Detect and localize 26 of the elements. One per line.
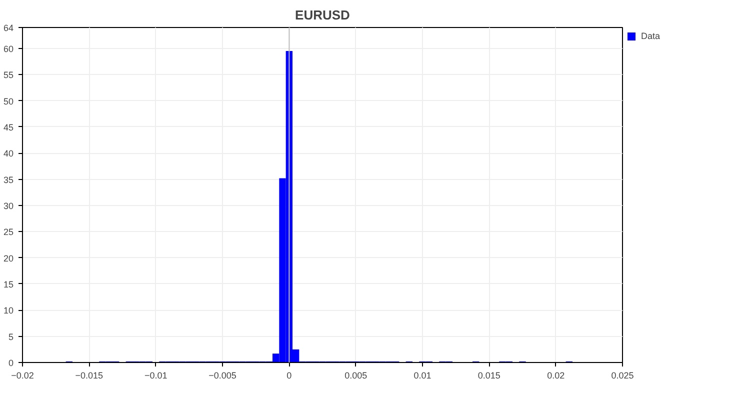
y-tick-label: 20 bbox=[3, 253, 14, 264]
x-tick-label: −0.01 bbox=[144, 370, 168, 380]
y-tick-label: 10 bbox=[3, 306, 14, 316]
y-tick-label: 5 bbox=[8, 332, 14, 342]
y-tick-label: 15 bbox=[3, 279, 14, 290]
y-tick-label: 35 bbox=[3, 174, 14, 185]
y-tick-label: 0 bbox=[8, 358, 14, 368]
x-tick-label: −0.015 bbox=[75, 370, 104, 380]
x-tick-label: 0.015 bbox=[478, 370, 500, 380]
y-tick-label: 40 bbox=[3, 148, 14, 159]
y-tick-label: 64 bbox=[3, 23, 14, 33]
y-tick-label: 30 bbox=[3, 200, 14, 211]
x-tick-label: −0.005 bbox=[208, 370, 236, 380]
y-tick-label: 50 bbox=[3, 96, 14, 106]
x-tick-label: 0.005 bbox=[344, 370, 368, 380]
y-tick-label: 55 bbox=[3, 70, 14, 80]
x-tick-label: −0.02 bbox=[11, 370, 34, 380]
x-tick-label: 0.01 bbox=[414, 370, 432, 380]
legend-label: Data bbox=[641, 31, 661, 41]
x-tick-label: 0.02 bbox=[547, 370, 565, 380]
y-tick-label: 45 bbox=[3, 122, 14, 132]
x-tick-label: 0 bbox=[286, 370, 292, 380]
y-tick-label: 60 bbox=[3, 44, 14, 54]
x-tick-label: 0.025 bbox=[611, 370, 634, 380]
chart-title: EURUSD bbox=[295, 8, 350, 22]
y-tick-label: 25 bbox=[3, 227, 14, 238]
